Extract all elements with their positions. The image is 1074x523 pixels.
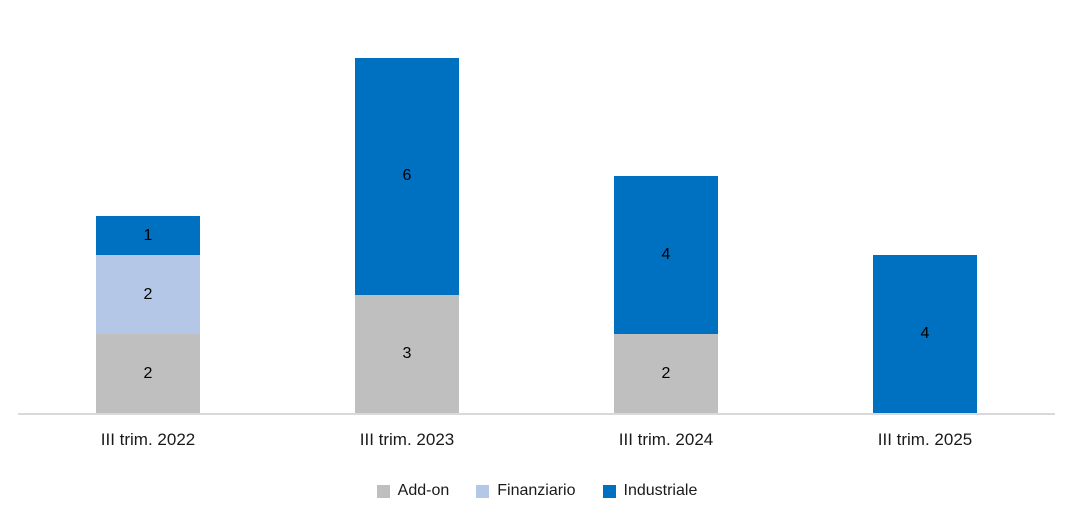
x-axis-label-iii-trim-2024: III trim. 2024 <box>618 430 714 449</box>
bar-segment-add-on-iii-trim-2024: 2 <box>614 334 718 413</box>
bar-value-label: 6 <box>402 167 412 185</box>
bar-value-label: 4 <box>920 325 930 343</box>
x-axis-label-iii-trim-2025: III trim. 2025 <box>877 430 973 449</box>
legend-item-add-on: Add-on <box>376 482 450 499</box>
legend-item-industriale: Industriale <box>602 482 698 499</box>
bar-segment-add-on-iii-trim-2022: 2 <box>96 334 200 413</box>
bar-segment-industriale-iii-trim-2025: 4 <box>873 255 977 413</box>
x-axis-label-iii-trim-2023: III trim. 2023 <box>359 430 455 449</box>
bar-segment-industriale-iii-trim-2024: 4 <box>614 176 718 335</box>
bar-segment-add-on-iii-trim-2023: 3 <box>355 294 459 413</box>
bar-value-label: 1 <box>143 226 153 244</box>
bar-segment-industriale-iii-trim-2022: 1 <box>96 215 200 256</box>
x-axis-line <box>18 413 1055 415</box>
bar-segment-industriale-iii-trim-2023: 6 <box>355 58 459 295</box>
bar-value-label: 2 <box>143 285 153 303</box>
legend-label: Add-on <box>397 482 450 499</box>
bar-iii-trim-2025: 4 <box>873 255 977 413</box>
legend-label: Finanziario <box>497 482 576 499</box>
bar-value-label: 4 <box>661 246 671 264</box>
legend-item-finanziario: Finanziario <box>476 482 576 499</box>
legend-swatch-finanziario <box>476 484 490 498</box>
legend-label: Industriale <box>623 482 698 499</box>
bar-value-label: 3 <box>402 344 412 362</box>
bar-segment-finanziario-iii-trim-2022: 2 <box>96 255 200 335</box>
legend: Add-on Finanziario Industriale <box>0 483 1074 499</box>
legend-swatch-add-on <box>376 484 390 498</box>
x-axis-label-iii-trim-2022: III trim. 2022 <box>100 430 196 449</box>
bar-value-label: 2 <box>661 364 671 382</box>
legend-swatch-industriale <box>602 484 616 498</box>
bar-iii-trim-2022: 2 2 1 <box>96 215 200 413</box>
bar-value-label: 2 <box>143 364 153 382</box>
